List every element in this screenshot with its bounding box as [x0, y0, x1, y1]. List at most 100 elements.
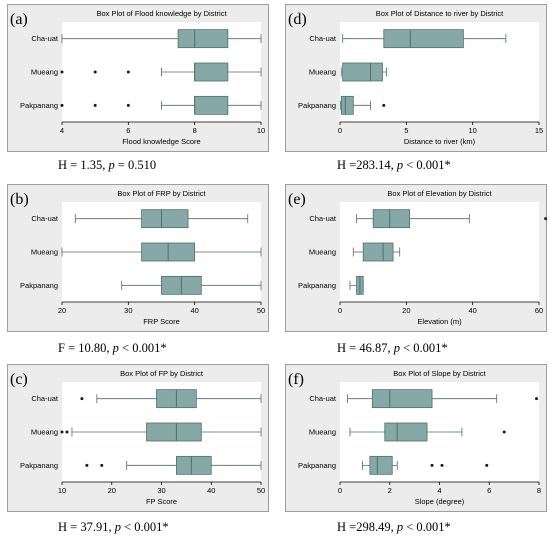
- outlier-point: [485, 463, 489, 467]
- x-tick-label: 4: [60, 126, 64, 135]
- stat-text-d: H =283.14, p < 0.001*: [337, 158, 451, 172]
- panel-label: (d): [288, 11, 307, 28]
- box-iqr: [177, 29, 229, 49]
- x-tick-label: 8: [193, 126, 197, 135]
- outlier-point: [382, 103, 386, 107]
- category-label: Pakpanang: [20, 281, 58, 290]
- category-label: Mueang: [31, 68, 58, 77]
- x-tick-label: 0: [338, 306, 342, 315]
- category-label: Mueang: [309, 68, 336, 77]
- chart-svg-a: Box Plot of Flood knowledge by District (…: [7, 4, 269, 152]
- x-tick-label: 50: [257, 486, 265, 495]
- x-tick-label: 60: [535, 306, 543, 315]
- outlier-point: [430, 463, 434, 467]
- category-label: Mueang: [309, 428, 336, 437]
- x-tick-label: 10: [468, 126, 476, 135]
- x-axis-title: Slope (degree): [415, 497, 465, 506]
- category-label: Cha-uat: [31, 34, 59, 43]
- x-tick-label: 40: [190, 306, 198, 315]
- outlier-point: [60, 430, 64, 434]
- outlier-point: [126, 103, 130, 107]
- x-tick-label: 15: [535, 126, 543, 135]
- chart-panel-d: Box Plot of Distance to river by Distric…: [285, 4, 547, 152]
- chart-svg-f: Box Plot of Slope by District (f) 0 2 4 6 8 Slo…: [285, 364, 547, 512]
- outlier-point: [85, 463, 89, 467]
- outlier-point: [60, 103, 64, 107]
- outlier-point: [440, 463, 444, 467]
- chart-title: Box Plot of Flood knowledge by District: [96, 9, 227, 18]
- panel-label: (b): [10, 191, 29, 208]
- category-label: Pakpanang: [20, 101, 58, 110]
- category-label: Mueang: [31, 248, 58, 257]
- box-iqr: [194, 62, 229, 82]
- x-tick-label: 20: [402, 306, 410, 315]
- box-iqr: [362, 242, 394, 262]
- x-tick-label: 10: [58, 486, 66, 495]
- outlier-point: [100, 463, 104, 467]
- outlier-point: [93, 70, 97, 74]
- x-tick-label: 30: [157, 486, 165, 495]
- x-tick-label: 4: [437, 486, 441, 495]
- stat-text-b: F = 10.80, p < 0.001*: [58, 341, 167, 355]
- x-axis-title: Distance to river (km): [404, 137, 476, 146]
- chart-panel-a: Box Plot of Flood knowledge by District (…: [7, 4, 269, 152]
- chart-title: Box Plot of FRP by District: [117, 189, 206, 198]
- category-label: Cha-uat: [309, 34, 337, 43]
- outlier-point: [544, 217, 547, 221]
- x-tick-label: 20: [58, 306, 66, 315]
- chart-svg-e: Box Plot of Elevation by District (e) 0 20 4…: [285, 184, 547, 332]
- chart-panel-b: Box Plot of FRP by District (b) 20 30 40 50 FR…: [7, 184, 269, 332]
- chart-svg-c: Box Plot of FP by District (c) 10 20 30 40 50 F…: [7, 364, 269, 512]
- box-iqr: [146, 422, 202, 442]
- panel-label: (f): [288, 371, 304, 388]
- chart-panel-e: Box Plot of Elevation by District (e) 0 20 4…: [285, 184, 547, 332]
- stat-text-c: H = 37.91, p < 0.001*: [58, 520, 169, 534]
- chart-title: Box Plot of Distance to river by Distric…: [376, 9, 504, 18]
- x-tick-label: 50: [257, 306, 265, 315]
- category-label: Cha-uat: [31, 394, 59, 403]
- x-axis-title: Elevation (m): [417, 317, 462, 326]
- category-label: Cha-uat: [309, 214, 337, 223]
- chart-panel-c: Box Plot of FP by District (c) 10 20 30 40 50 F…: [7, 364, 269, 512]
- outlier-point: [502, 430, 506, 434]
- x-tick-label: 6: [487, 486, 491, 495]
- x-axis-title: FRP Score: [143, 317, 180, 326]
- box-iqr: [384, 422, 428, 442]
- x-axis-title: Flood knowledge Score: [122, 137, 200, 146]
- box-iqr: [194, 95, 229, 115]
- chart-title: Box Plot of Slope by District: [393, 369, 486, 378]
- box-iqr: [371, 389, 433, 409]
- x-tick-label: 40: [207, 486, 215, 495]
- box-iqr: [141, 209, 189, 229]
- stat-text-f: H =298.49, p < 0.001*: [337, 520, 451, 534]
- category-label: Pakpanang: [20, 461, 58, 470]
- x-tick-label: 20: [108, 486, 116, 495]
- category-label: Mueang: [309, 248, 336, 257]
- x-tick-label: 30: [124, 306, 132, 315]
- panel-label: (c): [10, 371, 28, 388]
- chart-svg-d: Box Plot of Distance to river by Distric…: [285, 4, 547, 152]
- chart-panel-f: Box Plot of Slope by District (f) 0 2 4 6 8 Slo…: [285, 364, 547, 512]
- outlier-point: [60, 70, 64, 74]
- outlier-point: [93, 103, 97, 107]
- outlier-point: [65, 430, 69, 434]
- category-label: Pakpanang: [298, 461, 336, 470]
- box-iqr: [383, 29, 464, 49]
- chart-svg-b: Box Plot of FRP by District (b) 20 30 40 50 FR…: [7, 184, 269, 332]
- box-iqr: [369, 455, 393, 475]
- chart-title: Box Plot of Elevation by District: [387, 189, 492, 198]
- x-tick-label: 40: [468, 306, 476, 315]
- x-tick-label: 5: [404, 126, 408, 135]
- category-label: Pakpanang: [298, 101, 336, 110]
- x-tick-label: 6: [126, 126, 130, 135]
- category-label: Cha-uat: [309, 394, 337, 403]
- category-label: Cha-uat: [31, 214, 59, 223]
- panel-label: (a): [10, 11, 28, 28]
- category-label: Pakpanang: [298, 281, 336, 290]
- stat-text-a: H = 1.35, p = 0.510: [58, 158, 157, 172]
- box-iqr: [176, 455, 212, 475]
- x-axis-title: FP Score: [146, 497, 177, 506]
- outlier-point: [80, 397, 84, 401]
- x-tick-label: 8: [537, 486, 541, 495]
- box-iqr: [342, 62, 383, 82]
